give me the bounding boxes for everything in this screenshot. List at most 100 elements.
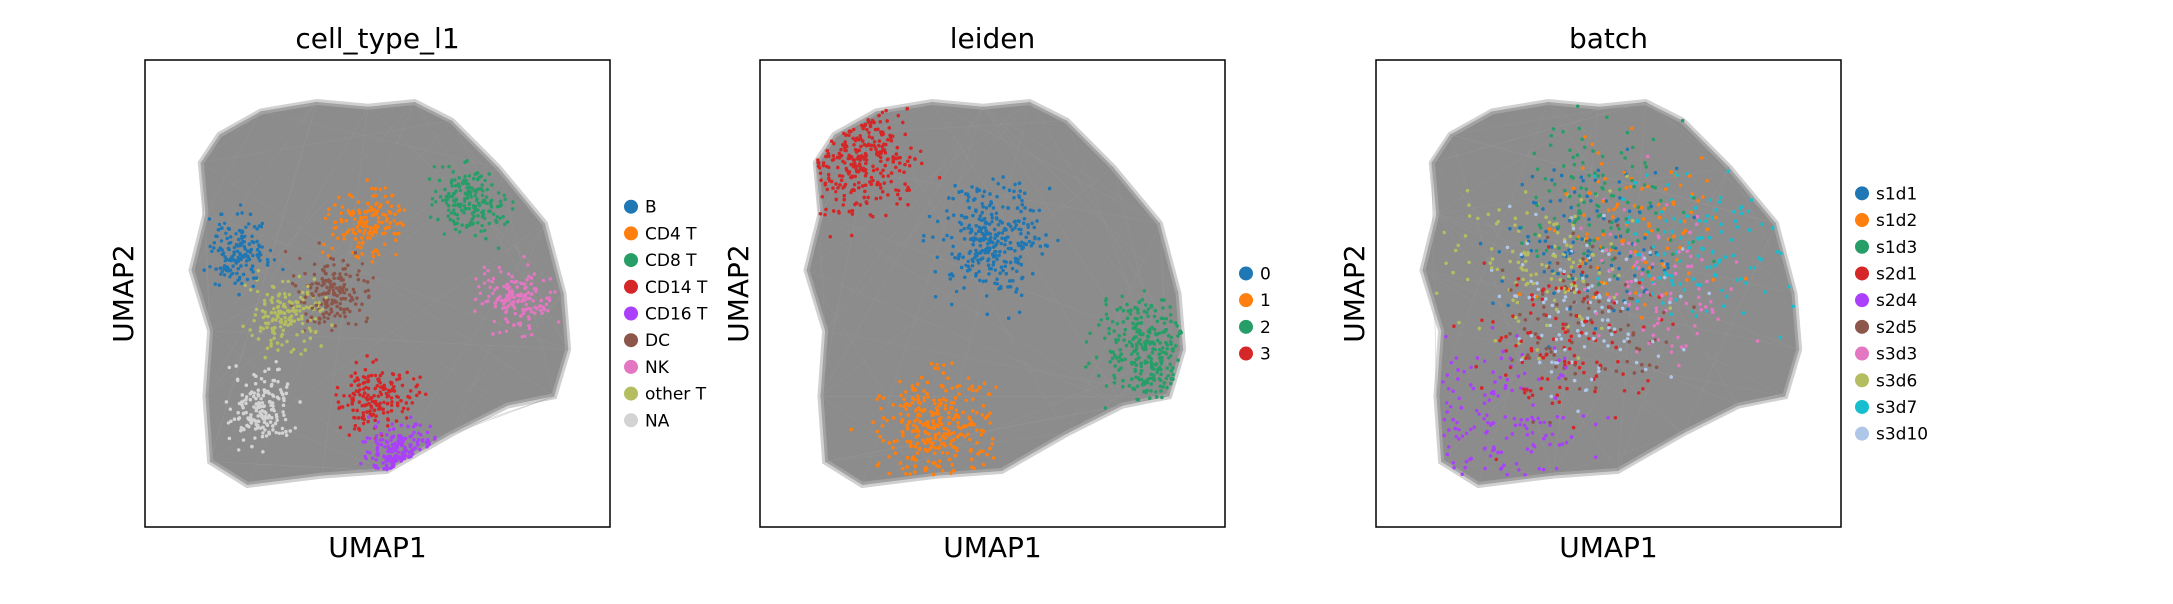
point-2	[1151, 351, 1154, 354]
point-0	[934, 270, 937, 273]
point-b	[221, 253, 224, 256]
point-cd4-t	[381, 221, 384, 224]
point-1	[981, 450, 984, 453]
point-1	[975, 411, 978, 414]
point-b	[248, 242, 251, 245]
point-b	[208, 217, 211, 220]
point-b	[246, 278, 249, 281]
point-3	[857, 170, 860, 173]
point-3	[848, 210, 851, 213]
point-3	[854, 139, 857, 142]
point-cd14-t	[346, 404, 349, 407]
point-cd14-t	[424, 393, 427, 396]
point-2	[1149, 389, 1152, 392]
point-cd14-t	[357, 427, 360, 430]
point-3	[836, 166, 839, 169]
point-cd4-t	[364, 211, 367, 214]
point-cd8-t	[434, 200, 437, 203]
point-3	[844, 133, 847, 136]
point-0	[963, 276, 966, 279]
point-0	[998, 250, 1001, 253]
point-0	[963, 237, 966, 240]
point-2	[1137, 340, 1140, 343]
point-0	[950, 252, 953, 255]
point-b	[240, 256, 243, 259]
point-0	[977, 230, 980, 233]
point-nk	[553, 290, 556, 293]
point-cd4-t	[389, 211, 392, 214]
point-cd8-t	[485, 195, 488, 198]
point-3	[859, 145, 862, 148]
point-cd8-t	[499, 203, 502, 206]
point-na	[260, 377, 263, 380]
point-1	[956, 435, 959, 438]
point-cd4-t	[374, 248, 377, 251]
point-cd8-t	[466, 196, 469, 199]
point-nk	[543, 308, 546, 311]
point-3	[861, 184, 864, 187]
point-other-t	[280, 343, 283, 346]
point-2	[1161, 385, 1164, 388]
point-2	[1104, 303, 1107, 306]
point-3	[873, 140, 876, 143]
point-1	[914, 445, 917, 448]
point-cd8-t	[450, 211, 453, 214]
point-nk	[498, 266, 501, 269]
point-0	[985, 294, 988, 297]
point-na	[265, 434, 268, 437]
point-b	[261, 222, 264, 225]
point-0	[984, 229, 987, 232]
point-2	[1169, 320, 1172, 323]
point-cd8-t	[475, 199, 478, 202]
point-dc	[323, 265, 326, 268]
point-b	[214, 235, 217, 238]
point-0	[934, 295, 937, 298]
point-cd16-t	[419, 433, 422, 436]
point-cd14-t	[353, 416, 356, 419]
point-0	[1016, 206, 1019, 209]
point-3	[843, 140, 846, 143]
point-na	[285, 434, 288, 437]
point-na	[282, 404, 285, 407]
point-3	[853, 162, 856, 165]
point-cd14-t	[365, 410, 368, 413]
point-2	[1116, 322, 1119, 325]
point-cd4-t	[357, 241, 360, 244]
point-cd8-t	[460, 223, 463, 226]
point-b	[255, 240, 258, 243]
point-nk	[483, 266, 486, 269]
point-2	[1155, 395, 1158, 398]
point-other-t	[285, 340, 288, 343]
point-other-t	[279, 320, 282, 323]
point-0	[1001, 269, 1004, 272]
point-cd14-t	[339, 426, 342, 429]
point-b	[219, 273, 222, 276]
point-cd14-t	[379, 390, 382, 393]
point-other-t	[303, 339, 306, 342]
legend-marker	[624, 387, 638, 401]
point-na	[261, 431, 264, 434]
point-cd16-t	[429, 425, 432, 428]
point-nk	[494, 305, 497, 308]
point-other-t	[249, 288, 252, 291]
point-2	[1114, 364, 1117, 367]
point-0	[981, 202, 984, 205]
point-na	[237, 417, 240, 420]
point-0	[1018, 196, 1021, 199]
point-2	[1113, 381, 1116, 384]
point-na	[257, 394, 260, 397]
point-3	[865, 154, 868, 157]
point-3	[866, 196, 869, 199]
point-1	[934, 446, 937, 449]
point-2	[1169, 305, 1172, 308]
point-nk	[492, 277, 495, 280]
point-b	[226, 237, 229, 240]
point-1	[878, 435, 881, 438]
point-3	[890, 180, 893, 183]
point-1	[938, 438, 941, 441]
point-other-t	[287, 309, 290, 312]
point-other-t	[259, 329, 262, 332]
point-dc	[372, 276, 375, 279]
point-1	[949, 443, 952, 446]
point-2	[1136, 385, 1139, 388]
